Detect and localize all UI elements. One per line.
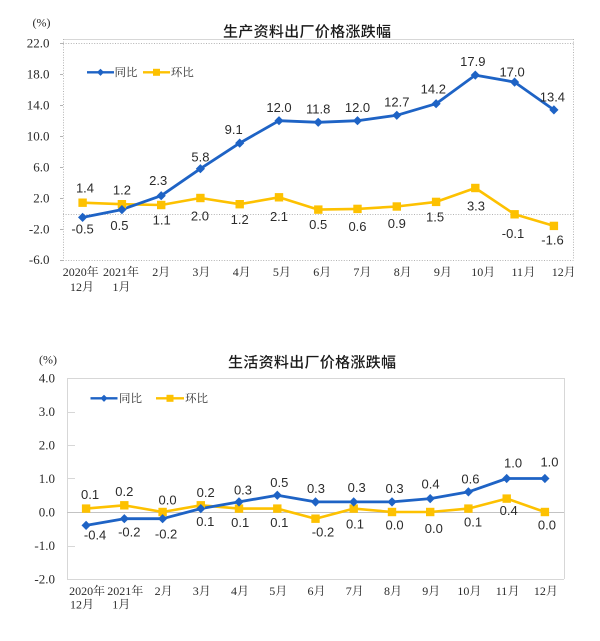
svg-text:5.8: 5.8 — [191, 149, 209, 164]
svg-text:12.0: 12.0 — [266, 100, 291, 115]
svg-text:6: 6 — [313, 265, 319, 279]
svg-text:2021: 2021 — [103, 265, 127, 279]
svg-text:1.0: 1.0 — [540, 455, 558, 470]
svg-text:12: 12 — [552, 265, 564, 279]
svg-text:8: 8 — [384, 584, 390, 598]
svg-text:0.9: 0.9 — [388, 216, 406, 231]
svg-text:0.5: 0.5 — [309, 217, 327, 232]
svg-text:14.0: 14.0 — [27, 98, 50, 113]
svg-text:1.5: 1.5 — [426, 210, 444, 225]
svg-text:2.0: 2.0 — [191, 209, 209, 224]
svg-text:0.1: 0.1 — [270, 515, 288, 530]
svg-text:(%): (%) — [39, 353, 57, 367]
svg-text:1: 1 — [112, 597, 118, 611]
svg-text:18.0: 18.0 — [27, 67, 50, 82]
svg-text:0.1: 0.1 — [346, 517, 364, 532]
svg-text:-0.1: -0.1 — [502, 226, 524, 241]
svg-text:1.1: 1.1 — [153, 213, 171, 228]
svg-text:0.1: 0.1 — [464, 514, 482, 529]
svg-text:0.1: 0.1 — [81, 487, 99, 502]
svg-text:0.3: 0.3 — [348, 480, 366, 495]
svg-text:1.0: 1.0 — [39, 471, 55, 486]
svg-text:0.0: 0.0 — [39, 504, 55, 519]
svg-text:0.2: 0.2 — [197, 485, 215, 500]
svg-text:6: 6 — [308, 584, 314, 598]
svg-text:9.1: 9.1 — [225, 122, 243, 137]
svg-text:5: 5 — [273, 265, 279, 279]
svg-text:3: 3 — [192, 265, 198, 279]
svg-text:11: 11 — [496, 584, 508, 598]
svg-text:12.7: 12.7 — [384, 94, 409, 109]
svg-text:14.2: 14.2 — [421, 81, 446, 96]
svg-text:13.4: 13.4 — [540, 90, 565, 105]
svg-text:-1.0: -1.0 — [34, 538, 55, 553]
svg-text:2: 2 — [155, 584, 161, 598]
svg-text:-6.0: -6.0 — [29, 252, 50, 267]
svg-text:0.3: 0.3 — [386, 481, 404, 496]
svg-text:0.4: 0.4 — [500, 503, 518, 518]
svg-text:0.4: 0.4 — [422, 477, 440, 492]
svg-text:1.2: 1.2 — [113, 183, 131, 198]
svg-text:-2.0: -2.0 — [34, 571, 55, 586]
svg-text:1.2: 1.2 — [231, 212, 249, 227]
svg-text:4.0: 4.0 — [39, 370, 55, 385]
svg-text:0.6: 0.6 — [461, 472, 479, 487]
svg-text:2021: 2021 — [107, 584, 131, 598]
svg-text:2020: 2020 — [63, 265, 87, 279]
svg-text:8: 8 — [394, 265, 400, 279]
svg-text:12: 12 — [70, 597, 82, 611]
svg-text:4: 4 — [231, 584, 237, 598]
svg-text:0.5: 0.5 — [110, 218, 128, 233]
svg-text:3: 3 — [193, 584, 199, 598]
svg-text:1.4: 1.4 — [76, 180, 94, 195]
svg-text:9: 9 — [434, 265, 440, 279]
svg-text:2.0: 2.0 — [33, 190, 49, 205]
svg-text:1: 1 — [113, 280, 119, 294]
svg-text:2.1: 2.1 — [270, 209, 288, 224]
svg-text:0.1: 0.1 — [231, 515, 249, 530]
svg-text:-0.2: -0.2 — [312, 525, 334, 540]
svg-text:9: 9 — [422, 584, 428, 598]
svg-text:-0.2: -0.2 — [118, 524, 140, 539]
svg-text:0.6: 0.6 — [348, 219, 366, 234]
svg-text:-2.0: -2.0 — [29, 221, 50, 236]
svg-text:(%): (%) — [33, 16, 51, 30]
svg-text:2.3: 2.3 — [149, 173, 167, 188]
svg-text:2020: 2020 — [69, 584, 93, 598]
svg-text:3.3: 3.3 — [467, 199, 485, 214]
svg-text:22.0: 22.0 — [27, 36, 50, 51]
svg-text:6.0: 6.0 — [33, 159, 49, 174]
svg-text:12.0: 12.0 — [345, 100, 370, 115]
svg-text:0.0: 0.0 — [538, 518, 556, 533]
svg-text:4: 4 — [233, 265, 239, 279]
svg-text:7: 7 — [346, 584, 352, 598]
svg-text:0.3: 0.3 — [307, 481, 325, 496]
svg-text:2: 2 — [152, 265, 158, 279]
svg-text:10.0: 10.0 — [27, 129, 50, 144]
svg-text:0.0: 0.0 — [159, 493, 177, 508]
svg-text:1.0: 1.0 — [504, 456, 522, 471]
svg-text:17.0: 17.0 — [499, 65, 524, 80]
svg-text:10: 10 — [457, 584, 469, 598]
svg-text:7: 7 — [353, 265, 359, 279]
svg-text:0.1: 0.1 — [196, 514, 214, 529]
svg-text:0.0: 0.0 — [425, 521, 443, 536]
svg-text:12: 12 — [70, 280, 82, 294]
svg-text:3.0: 3.0 — [39, 404, 55, 419]
svg-text:11.8: 11.8 — [306, 101, 330, 116]
svg-text:-1.6: -1.6 — [541, 233, 563, 248]
svg-text:-0.4: -0.4 — [84, 528, 106, 543]
svg-text:0.2: 0.2 — [115, 484, 133, 499]
svg-text:10: 10 — [471, 265, 483, 279]
svg-text:12: 12 — [534, 584, 546, 598]
svg-text:-0.2: -0.2 — [155, 526, 177, 541]
svg-text:0.5: 0.5 — [270, 475, 288, 490]
svg-text:0.0: 0.0 — [386, 518, 404, 533]
svg-text:5: 5 — [269, 584, 275, 598]
svg-text:0.3: 0.3 — [234, 483, 252, 498]
svg-text:17.9: 17.9 — [460, 54, 485, 69]
svg-text:11: 11 — [512, 265, 524, 279]
svg-text:-0.5: -0.5 — [71, 222, 93, 237]
svg-text:2.0: 2.0 — [39, 437, 55, 452]
